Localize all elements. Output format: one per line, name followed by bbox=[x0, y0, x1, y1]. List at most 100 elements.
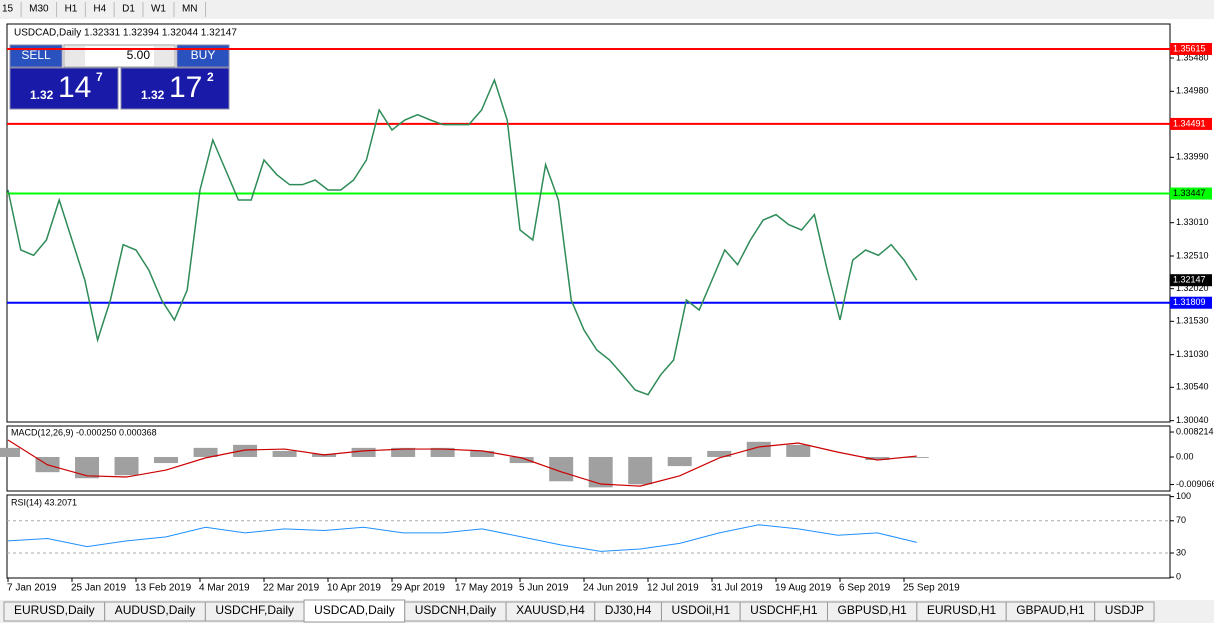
volume-down[interactable] bbox=[65, 46, 85, 66]
tab[interactable] bbox=[1094, 601, 1155, 622]
tab-label: USDCAD,Daily bbox=[314, 603, 395, 617]
x-tick-label: 24 Jun 2019 bbox=[583, 583, 638, 594]
macd-bar bbox=[707, 450, 732, 457]
y-tick-label: -0.009066 bbox=[1176, 479, 1214, 489]
macd-bar bbox=[114, 456, 139, 476]
volume-value: 5.00 bbox=[127, 48, 151, 62]
chart-header: USDCAD,Daily 1.32331 1.32394 1.32044 1.3… bbox=[14, 28, 237, 39]
buy-button[interactable] bbox=[176, 44, 230, 68]
level-label: 1.34491 bbox=[1173, 118, 1206, 128]
tab-label: AUDUSD,Daily bbox=[115, 603, 196, 617]
level-label-box bbox=[1170, 43, 1212, 55]
level-label: 1.31809 bbox=[1173, 297, 1206, 307]
y-tick-label: 1.34980 bbox=[1176, 86, 1209, 96]
macd-bar bbox=[391, 447, 416, 457]
period-button[interactable]: M30 bbox=[29, 4, 49, 15]
tab-label: DJ30,H4 bbox=[605, 603, 652, 617]
rsi-line bbox=[7, 524, 917, 552]
ask-prefix: 1.32 bbox=[141, 88, 165, 102]
period-button[interactable]: W1 bbox=[151, 4, 166, 15]
macd-bar bbox=[628, 456, 653, 485]
macd-bar bbox=[351, 447, 376, 457]
bid-box[interactable] bbox=[9, 67, 119, 110]
level-label: 1.35615 bbox=[1173, 43, 1206, 53]
macd-bar bbox=[470, 450, 495, 457]
ask-box[interactable] bbox=[120, 67, 230, 110]
y-tick-label: 100 bbox=[1176, 491, 1191, 501]
x-tick-label: 6 Sep 2019 bbox=[839, 583, 891, 594]
tab-label: USDCHF,Daily bbox=[215, 603, 294, 617]
current-price-label: 1.32147 bbox=[1173, 275, 1206, 285]
chart-window bbox=[0, 19, 1214, 600]
x-tick-label: 29 Apr 2019 bbox=[391, 583, 445, 594]
x-tick-label: 31 Jul 2019 bbox=[711, 583, 763, 594]
macd-bar bbox=[154, 456, 179, 464]
ask-sup: 2 bbox=[207, 70, 214, 84]
period-button[interactable]: H1 bbox=[65, 4, 78, 15]
y-tick-label: 70 bbox=[1176, 515, 1186, 525]
tab-label: USDOil,H1 bbox=[671, 603, 730, 617]
macd-bar bbox=[233, 444, 258, 457]
macd-signal bbox=[7, 439, 917, 487]
period-button[interactable]: 15 bbox=[2, 4, 14, 15]
macd-bar bbox=[588, 456, 613, 488]
macd-bar bbox=[0, 447, 20, 457]
tab-label: EURUSD,Daily bbox=[14, 603, 95, 617]
macd-bar bbox=[193, 447, 218, 457]
macd-bar bbox=[509, 456, 534, 464]
x-tick-label: 4 Mar 2019 bbox=[199, 583, 250, 594]
tab-label: USDCNH,Daily bbox=[415, 603, 496, 617]
level-label-box bbox=[1170, 296, 1212, 309]
tab-label: GBPAUD,H1 bbox=[1016, 603, 1085, 617]
buy-label: BUY bbox=[191, 48, 216, 62]
tab-label: EURUSD,H1 bbox=[927, 603, 997, 617]
x-tick-label: 13 Feb 2019 bbox=[135, 583, 192, 594]
macd-bar bbox=[667, 456, 692, 467]
toolbar bbox=[0, 0, 1214, 19]
x-tick-label: 25 Sep 2019 bbox=[903, 583, 960, 594]
tab-label: XAUUSD,H4 bbox=[516, 603, 585, 617]
tab-label: USDCHF,H1 bbox=[750, 603, 818, 617]
macd-bar bbox=[904, 456, 929, 458]
macd-title: MACD(12,26,9) -0.000250 0.000368 bbox=[11, 427, 157, 437]
macd-bar bbox=[75, 456, 100, 479]
volume-input[interactable] bbox=[63, 44, 176, 68]
y-tick-label: 1.32510 bbox=[1176, 250, 1209, 260]
period-button[interactable]: MN bbox=[182, 4, 198, 15]
y-tick-label: 1.32020 bbox=[1176, 283, 1209, 293]
macd-pane bbox=[6, 425, 1171, 492]
y-tick-label: 1.31030 bbox=[1176, 349, 1209, 359]
bid-sup: 7 bbox=[96, 70, 103, 84]
y-tick-label: 0.00 bbox=[1176, 451, 1194, 461]
trade-panel: SELL 5.00 BUY 1.32 14 7 1.32 17 2 bbox=[9, 44, 230, 110]
y-tick-label: 1.31530 bbox=[1176, 316, 1209, 326]
macd-bar bbox=[786, 444, 811, 457]
macd-bar bbox=[312, 453, 337, 457]
x-tick-label: 7 Jan 2019 bbox=[7, 583, 57, 594]
level-label-box bbox=[1170, 117, 1212, 130]
bid-prefix: 1.32 bbox=[30, 88, 54, 102]
level-label-box bbox=[1170, 187, 1212, 200]
x-tick-label: 17 May 2019 bbox=[455, 583, 513, 594]
y-tick-label: 0.008214 bbox=[1176, 426, 1214, 436]
y-tick-label: 1.30540 bbox=[1176, 382, 1209, 392]
macd-bar bbox=[865, 456, 890, 461]
sell-button[interactable] bbox=[9, 44, 63, 68]
volume-up[interactable] bbox=[154, 46, 174, 66]
x-tick-label: 22 Mar 2019 bbox=[263, 583, 320, 594]
y-tick-label: 0 bbox=[1176, 572, 1181, 582]
x-tick-label: 12 Jul 2019 bbox=[647, 583, 699, 594]
sell-label: SELL bbox=[21, 48, 51, 62]
macd-bar bbox=[746, 441, 771, 457]
tab-label: GBPUSD,H1 bbox=[838, 603, 908, 617]
period-button[interactable]: H4 bbox=[93, 4, 106, 15]
x-tick-label: 25 Jan 2019 bbox=[71, 583, 126, 594]
rsi-pane bbox=[6, 494, 1171, 579]
period-button[interactable]: D1 bbox=[122, 4, 135, 15]
rsi-title: RSI(14) 43.2071 bbox=[11, 497, 77, 507]
x-tick-label: 5 Jun 2019 bbox=[519, 583, 569, 594]
y-tick-label: 1.33990 bbox=[1176, 152, 1209, 162]
y-tick-label: 1.30040 bbox=[1176, 415, 1209, 425]
y-tick-label: 1.35480 bbox=[1176, 52, 1209, 62]
